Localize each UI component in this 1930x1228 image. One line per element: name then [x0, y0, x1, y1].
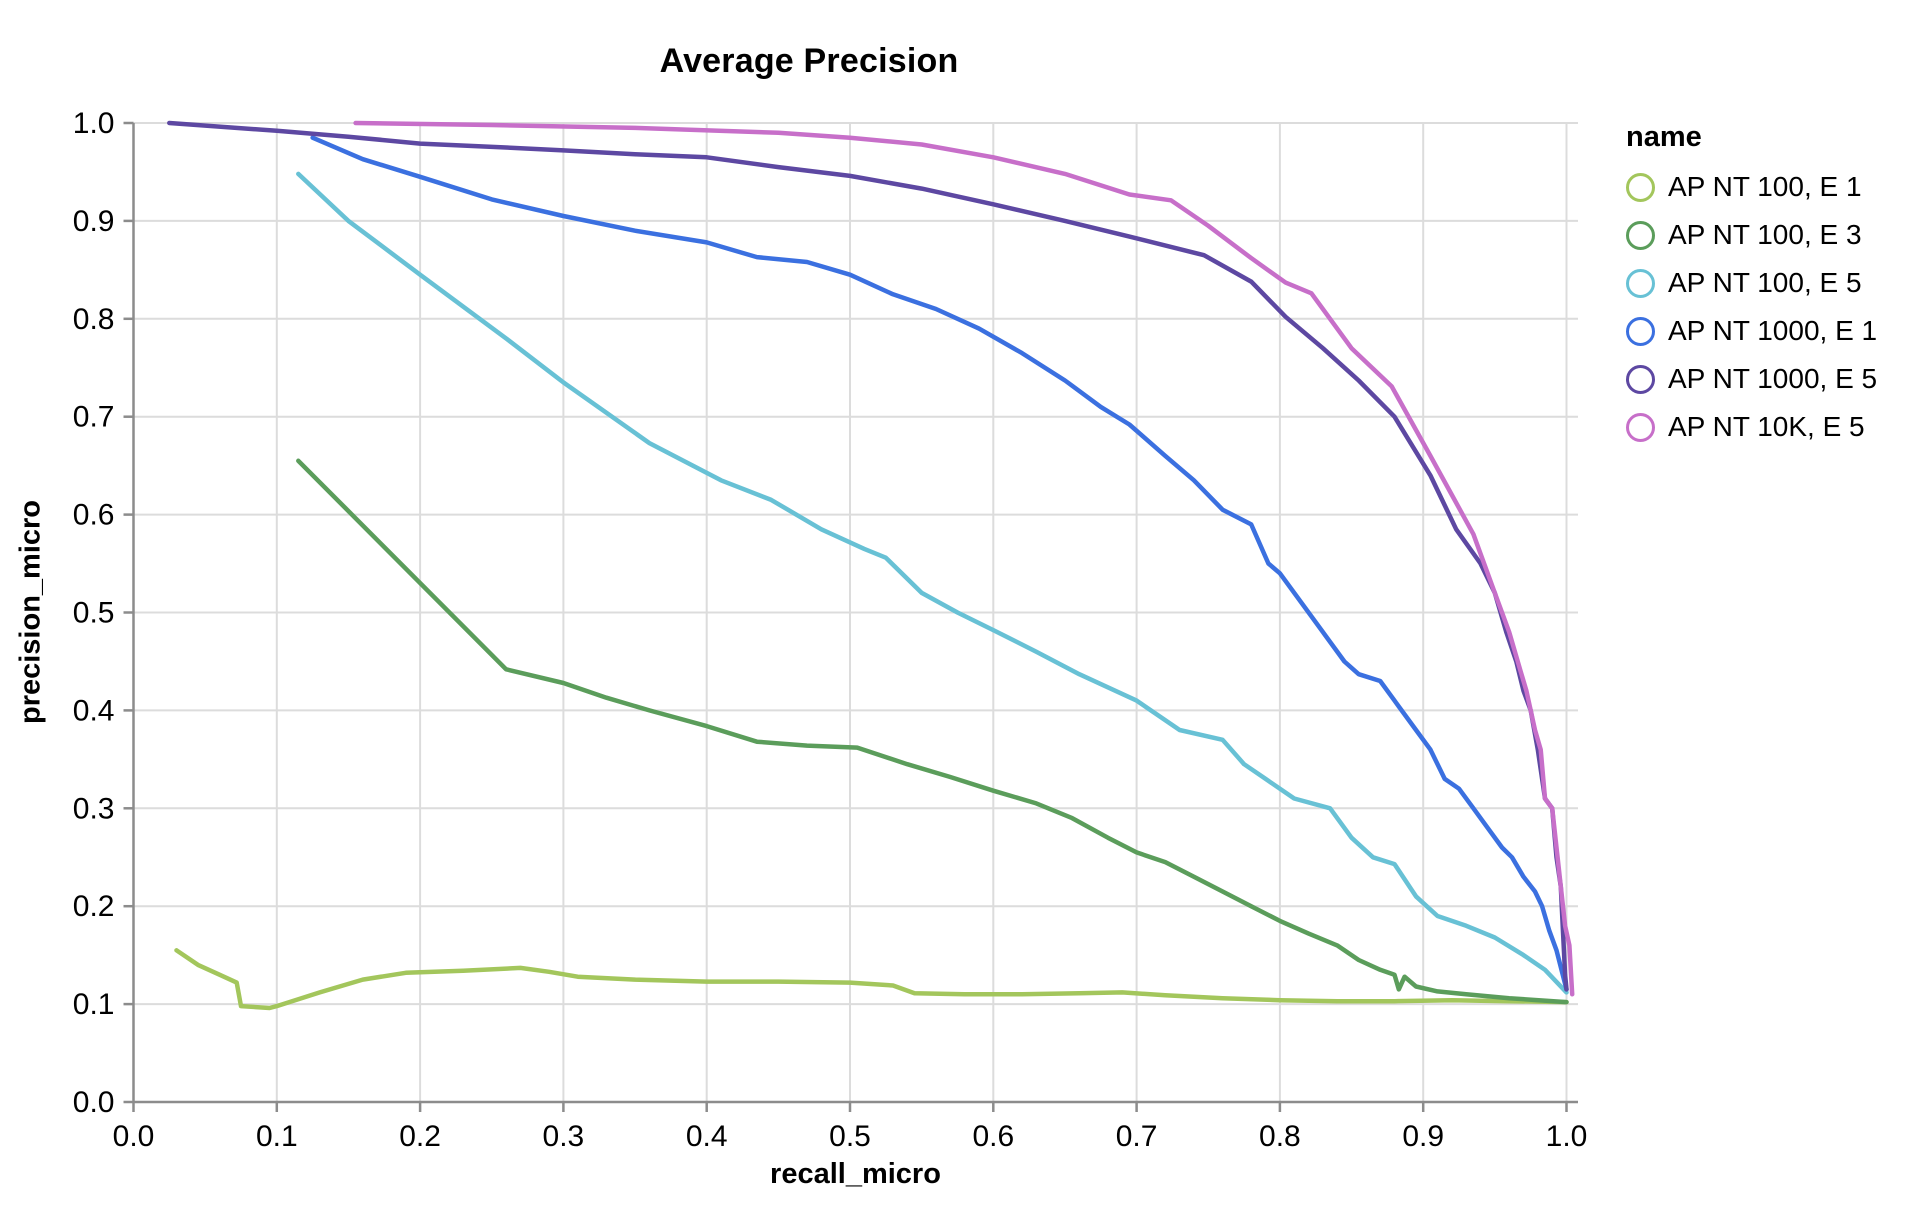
x-tick-label: 0.0 — [113, 1120, 155, 1153]
series-line-0 — [174, 948, 1569, 1011]
legend-item-label: AP NT 1000, E 5 — [1668, 363, 1878, 394]
legend-circle-icon — [1626, 364, 1655, 394]
legend-item: AP NT 1000, E 5 — [1626, 355, 1877, 403]
y-tick-label: 1.0 — [73, 107, 115, 140]
x-tick-label: 0.3 — [543, 1120, 585, 1153]
x-tick-label: 0.9 — [1402, 1120, 1444, 1153]
legend-item: AP NT 1000, E 1 — [1626, 307, 1877, 355]
series-line-3 — [310, 135, 1569, 992]
legend-item: AP NT 10K, E 5 — [1626, 403, 1877, 451]
legend-circle-icon — [1626, 316, 1655, 346]
legend: name AP NT 100, E 1 AP NT 100, E 3 AP NT… — [1626, 120, 1877, 451]
y-tick-label: 0.7 — [73, 401, 115, 434]
x-tick-label: 0.1 — [256, 1120, 298, 1153]
chart-title: Average Precision — [659, 42, 959, 80]
legend-circle-icon — [1626, 268, 1655, 298]
y-tick-label: 0.2 — [73, 890, 115, 923]
y-tick-label: 0.6 — [73, 499, 115, 532]
series-line-5 — [353, 120, 1575, 997]
y-tick-label: 0.4 — [73, 694, 115, 727]
legend-item: AP NT 100, E 1 — [1626, 163, 1877, 211]
legend-circle-icon — [1626, 412, 1655, 442]
x-tick-label: 0.5 — [829, 1120, 871, 1153]
y-tick-label: 0.0 — [73, 1086, 115, 1119]
y-tick-label: 0.8 — [73, 303, 115, 336]
y-tick-label: 0.1 — [73, 988, 115, 1021]
y-axis-title: precision_micro — [14, 499, 47, 725]
series-line-1 — [296, 458, 1569, 1005]
legend-circle-icon — [1626, 220, 1655, 250]
x-tick-label: 0.4 — [686, 1120, 728, 1153]
x-tick-label: 0.8 — [1259, 1120, 1301, 1153]
series-line-2 — [296, 171, 1569, 995]
y-tick-label: 0.9 — [73, 205, 115, 238]
gridlines — [132, 122, 1578, 1103]
x-tick-label: 0.2 — [399, 1120, 441, 1153]
axes: 0.0 0.1 0.2 0.3 0.4 0.5 0.6 0.7 0.8 0.9 1.0 0.0 0.1 0… — [73, 107, 1588, 1153]
legend-item: AP NT 100, E 3 — [1626, 211, 1877, 259]
x-axis-title: recall_micro — [770, 1158, 941, 1190]
legend-item-label: AP NT 100, E 5 — [1668, 267, 1862, 298]
legend-circle-icon — [1626, 172, 1655, 202]
x-tick-label: 0.6 — [972, 1120, 1014, 1153]
legend-item-label: AP NT 100, E 3 — [1668, 219, 1862, 250]
series-line-4 — [167, 120, 1569, 992]
x-tick-label: 0.7 — [1116, 1120, 1158, 1153]
legend-item: AP NT 100, E 5 — [1626, 259, 1877, 307]
legend-item-label: AP NT 10K, E 5 — [1668, 411, 1865, 442]
legend-item-label: AP NT 100, E 1 — [1668, 171, 1862, 202]
legend-item-label: AP NT 1000, E 1 — [1668, 315, 1878, 346]
y-tick-label: 0.5 — [73, 597, 115, 630]
y-tick-label: 0.3 — [73, 792, 115, 825]
x-tick-label: 1.0 — [1546, 1120, 1588, 1153]
legend-title: name — [1626, 121, 1702, 153]
